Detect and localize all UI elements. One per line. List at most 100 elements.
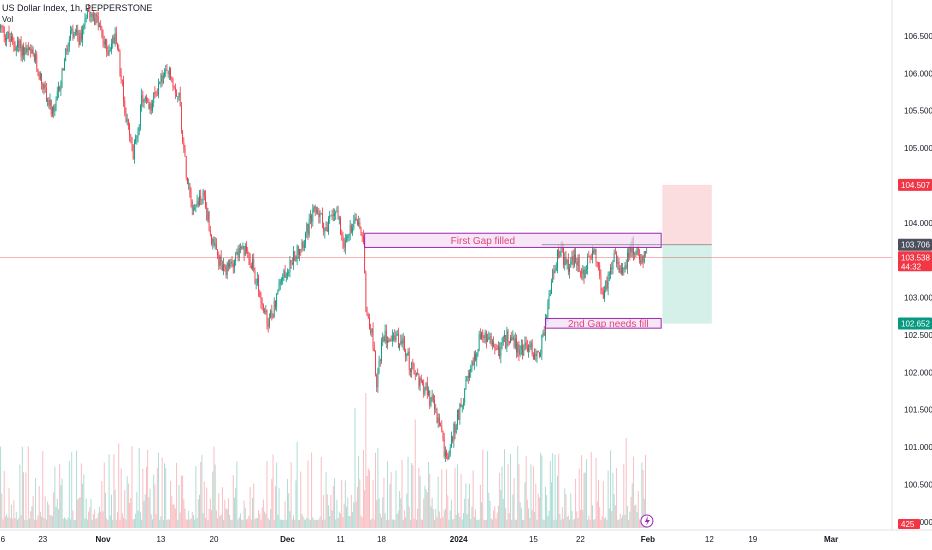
candle-body xyxy=(354,218,356,222)
candle-body xyxy=(1,25,3,28)
volume-bar xyxy=(379,513,381,528)
volume-bar xyxy=(610,450,612,528)
volume-bar xyxy=(522,519,524,528)
volume-bar xyxy=(635,504,637,528)
volume-bar xyxy=(35,478,37,528)
volume-bar xyxy=(220,514,222,528)
volume-bar xyxy=(72,510,74,528)
volume-bar xyxy=(641,462,643,528)
candle-body xyxy=(62,68,64,71)
volume-bar xyxy=(173,504,175,528)
price-tag-text: 102.652 xyxy=(901,320,930,329)
volume-bar xyxy=(67,517,69,528)
volume-bar xyxy=(406,493,408,528)
candle-body xyxy=(341,234,343,236)
volume-bar xyxy=(501,466,503,528)
candle-body xyxy=(634,254,636,255)
volume-bar xyxy=(248,515,250,528)
volume-bar xyxy=(255,518,257,528)
candle-body xyxy=(206,207,208,221)
candle-body xyxy=(205,196,206,208)
volume-bar xyxy=(283,519,285,528)
candle-body xyxy=(422,381,423,384)
volume-bar xyxy=(331,510,333,528)
candle-body xyxy=(381,341,382,361)
x-tick-label: Mar xyxy=(824,535,838,544)
candle-body xyxy=(588,256,590,257)
volume-bar xyxy=(109,515,111,528)
candle-body xyxy=(343,242,345,248)
candle-body xyxy=(35,54,36,61)
volume-bar xyxy=(344,480,346,528)
volume-bar xyxy=(104,493,106,528)
volume-bar xyxy=(438,511,440,528)
candle-body xyxy=(158,83,159,95)
volume-bar xyxy=(117,512,119,528)
candle-body xyxy=(236,251,238,255)
volume-bar xyxy=(391,519,393,528)
volume-bar xyxy=(376,500,378,528)
volume-bar xyxy=(182,475,184,528)
volume-bar xyxy=(8,488,10,528)
volume-bar xyxy=(446,469,448,528)
candle-body xyxy=(25,47,27,53)
volume-bar xyxy=(73,519,75,528)
volume-bar xyxy=(330,494,332,528)
volume-bar xyxy=(602,481,604,528)
volume-bar xyxy=(472,470,474,528)
candle-body xyxy=(7,32,9,39)
candle-body xyxy=(520,345,522,350)
volume-bar xyxy=(487,451,489,528)
volume-bar xyxy=(200,461,202,528)
volume-bar xyxy=(267,518,269,528)
candle-body xyxy=(130,135,132,138)
volume-bar xyxy=(494,506,496,528)
volume-bar xyxy=(59,464,61,528)
candle-body xyxy=(581,273,583,274)
candle-body xyxy=(264,310,266,313)
x-tick-label: Nov xyxy=(95,535,111,544)
volume-bar xyxy=(334,478,335,528)
candle-body xyxy=(66,49,68,51)
candle-body xyxy=(612,261,614,270)
volume-bar xyxy=(623,464,625,528)
volume-bar xyxy=(593,519,595,528)
candle-body xyxy=(471,361,473,369)
volume-bar xyxy=(176,462,178,528)
price-tag-box xyxy=(898,238,932,251)
volume-bar xyxy=(293,515,294,528)
volume-bar xyxy=(618,519,620,528)
candle-body xyxy=(424,388,426,394)
candle-body xyxy=(494,347,496,348)
candle-body xyxy=(256,278,258,284)
volume-bar xyxy=(14,518,16,528)
volume-bar xyxy=(301,513,303,528)
volume-bar xyxy=(563,518,565,528)
candle-body xyxy=(131,137,133,146)
candle-body xyxy=(36,54,38,69)
x-tick-label: Dec xyxy=(280,535,295,544)
candle-body xyxy=(250,265,252,269)
candle-body xyxy=(60,82,62,91)
volume-bar xyxy=(186,519,188,528)
candle-body xyxy=(558,249,560,258)
volume-bar xyxy=(268,519,270,528)
volume-bar xyxy=(383,477,385,528)
candle-body xyxy=(579,271,581,274)
volume-bar xyxy=(552,453,554,528)
volume-bar xyxy=(512,494,514,528)
candle-body xyxy=(2,27,4,28)
y-tick-label: 106.500 xyxy=(904,32,932,41)
volume-bar xyxy=(335,519,337,528)
candle-body xyxy=(182,130,184,143)
volume-bar xyxy=(321,519,323,528)
candle-body xyxy=(188,183,190,184)
volume-bar xyxy=(141,519,143,528)
candle-body xyxy=(315,210,317,212)
candle-body xyxy=(86,9,88,19)
candle-body xyxy=(303,242,305,248)
volume-bar xyxy=(579,509,581,528)
candle-body xyxy=(168,68,170,75)
volume-bar xyxy=(329,516,331,528)
